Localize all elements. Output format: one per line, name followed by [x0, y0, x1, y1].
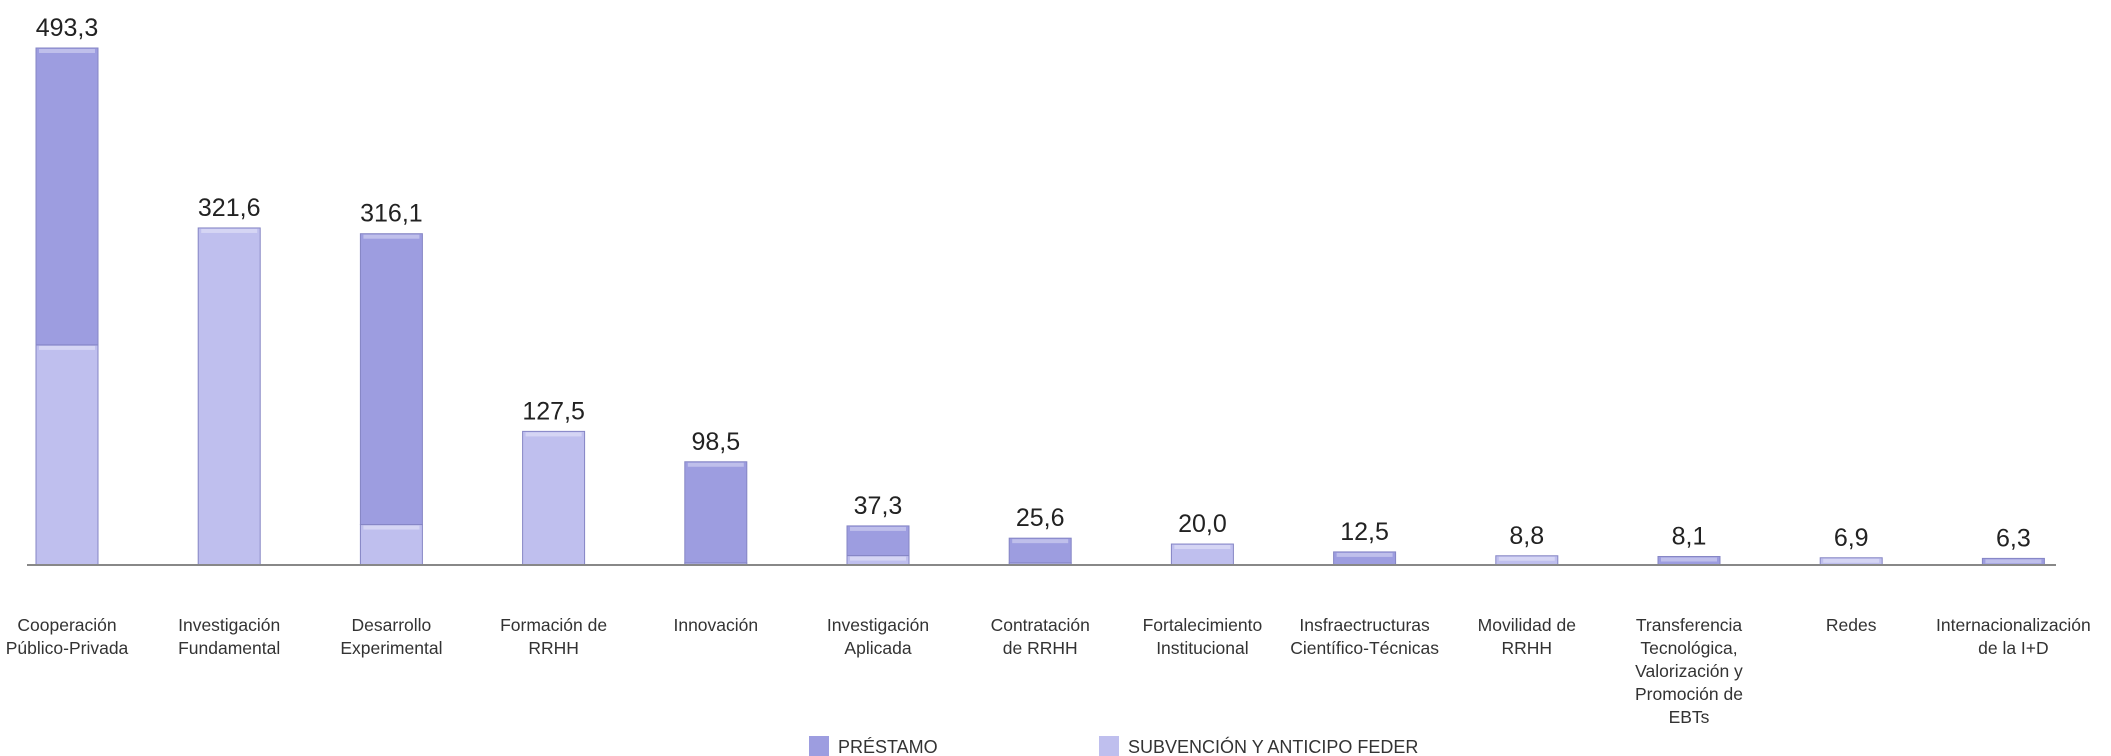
bar-highlight [39, 49, 95, 53]
total-label: 12,5 [1340, 518, 1389, 546]
bar-segment [1008, 537, 1072, 564]
total-label: 20,0 [1178, 510, 1227, 538]
x-tick-label: Insfraectructuras Científico-Técnicas [1290, 615, 1439, 658]
total-label: 6,9 [1834, 524, 1869, 552]
x-tick-label: Contratación de RRHH [991, 615, 1090, 658]
bar-highlight [201, 228, 258, 233]
x-tick-line: de la I+D [1978, 638, 2049, 658]
x-tick-line: Tecnológica, [1640, 638, 1737, 658]
x-tick-line: Fundamental [178, 638, 280, 658]
bar-segment [359, 524, 423, 566]
bar-highlight [1336, 552, 1393, 557]
total-label: 321,6 [198, 194, 261, 222]
x-tick-label: Redes [1826, 615, 1877, 635]
bar-segment [684, 461, 748, 564]
x-tick-label: Investigación Aplicada [827, 615, 929, 658]
bar-highlight [363, 234, 420, 239]
x-tick-label: Internacionalización de la I+D [1936, 615, 2091, 658]
bar-highlight [1661, 557, 1717, 562]
x-tick-line: Desarrollo [352, 615, 432, 635]
x-tick-label: Formación de RRHH [500, 615, 607, 658]
x-tick-line: Investigación [827, 615, 929, 635]
bar-highlight [687, 462, 744, 467]
x-tick-line: Movilidad de [1478, 615, 1576, 635]
total-label: 127,5 [522, 397, 585, 425]
x-tick-line: RRHH [528, 638, 579, 658]
bar-segment [846, 525, 910, 557]
legend-label: PRÉSTAMO [838, 737, 938, 756]
x-tick-line: Formación de [500, 615, 607, 635]
bar-highlight [363, 525, 420, 530]
x-tick-line: Aplicada [844, 638, 911, 658]
x-tick-line: Innovación [673, 615, 758, 635]
legend-label: SUBVENCIÓN Y ANTICIPO FEDER [1128, 736, 1418, 756]
x-tick-label: Investigación Fundamental [178, 615, 280, 658]
total-label: 493,3 [36, 14, 99, 42]
bar-highlight [525, 432, 582, 437]
x-tick-label: Transferencia Tecnológica, Valorización y P… [1635, 615, 1743, 727]
x-tick-line: Experimental [340, 638, 442, 658]
bar-segment [35, 344, 99, 566]
x-tick-line: Científico-Técnicas [1290, 638, 1439, 658]
bar-segment [522, 430, 586, 566]
x-tick-line: Transferencia [1636, 615, 1743, 635]
x-tick-line: Promoción de [1635, 684, 1743, 704]
x-tick-label: Innovación [673, 615, 758, 635]
bar-segment [359, 233, 423, 526]
legend-swatch [1099, 736, 1119, 756]
bar-highlight [39, 345, 95, 350]
x-tick-line: Redes [1826, 615, 1877, 635]
x-tick-label: Cooperación Público-Privada [6, 615, 129, 658]
bar-highlight [1823, 558, 1880, 563]
x-tick-label: Fortalecimiento Institucional [1143, 615, 1263, 658]
bar-highlight [1174, 545, 1231, 550]
x-tick-line: Institucional [1156, 638, 1248, 658]
x-tick-line: Público-Privada [6, 638, 129, 658]
bar-highlight [1498, 556, 1555, 561]
x-tick-label: Movilidad de RRHH [1478, 615, 1576, 658]
x-tick-line: de RRHH [1003, 638, 1078, 658]
bar-segment [197, 227, 261, 566]
x-tick-label: Desarrollo Experimental [340, 615, 442, 658]
x-tick-line: Insfraectructuras [1299, 615, 1430, 635]
x-tick-line: Fortalecimiento [1143, 615, 1263, 635]
x-tick-line: Internacionalización [1936, 615, 2091, 635]
total-label: 316,1 [360, 200, 423, 228]
bar-highlight [850, 556, 906, 561]
bar-segment [35, 47, 99, 346]
x-tick-line: RRHH [1502, 638, 1553, 658]
x-tick-line: Contratación [991, 615, 1090, 635]
bar-highlight [850, 526, 906, 531]
bar-highlight [1985, 559, 2042, 564]
x-tick-line: Cooperación [17, 615, 116, 635]
total-label: 37,3 [854, 492, 903, 520]
total-label: 6,3 [1996, 524, 2031, 552]
x-tick-line: Valorización y [1635, 661, 1743, 681]
total-label: 8,8 [1509, 522, 1544, 550]
total-label: 98,5 [691, 428, 740, 456]
x-tick-line: EBTs [1669, 707, 1710, 727]
total-label: 8,1 [1672, 523, 1707, 551]
total-label: 25,6 [1016, 504, 1065, 532]
bar-highlight [1012, 539, 1069, 544]
x-tick-line: Investigación [178, 615, 280, 635]
legend-swatch [809, 736, 829, 756]
